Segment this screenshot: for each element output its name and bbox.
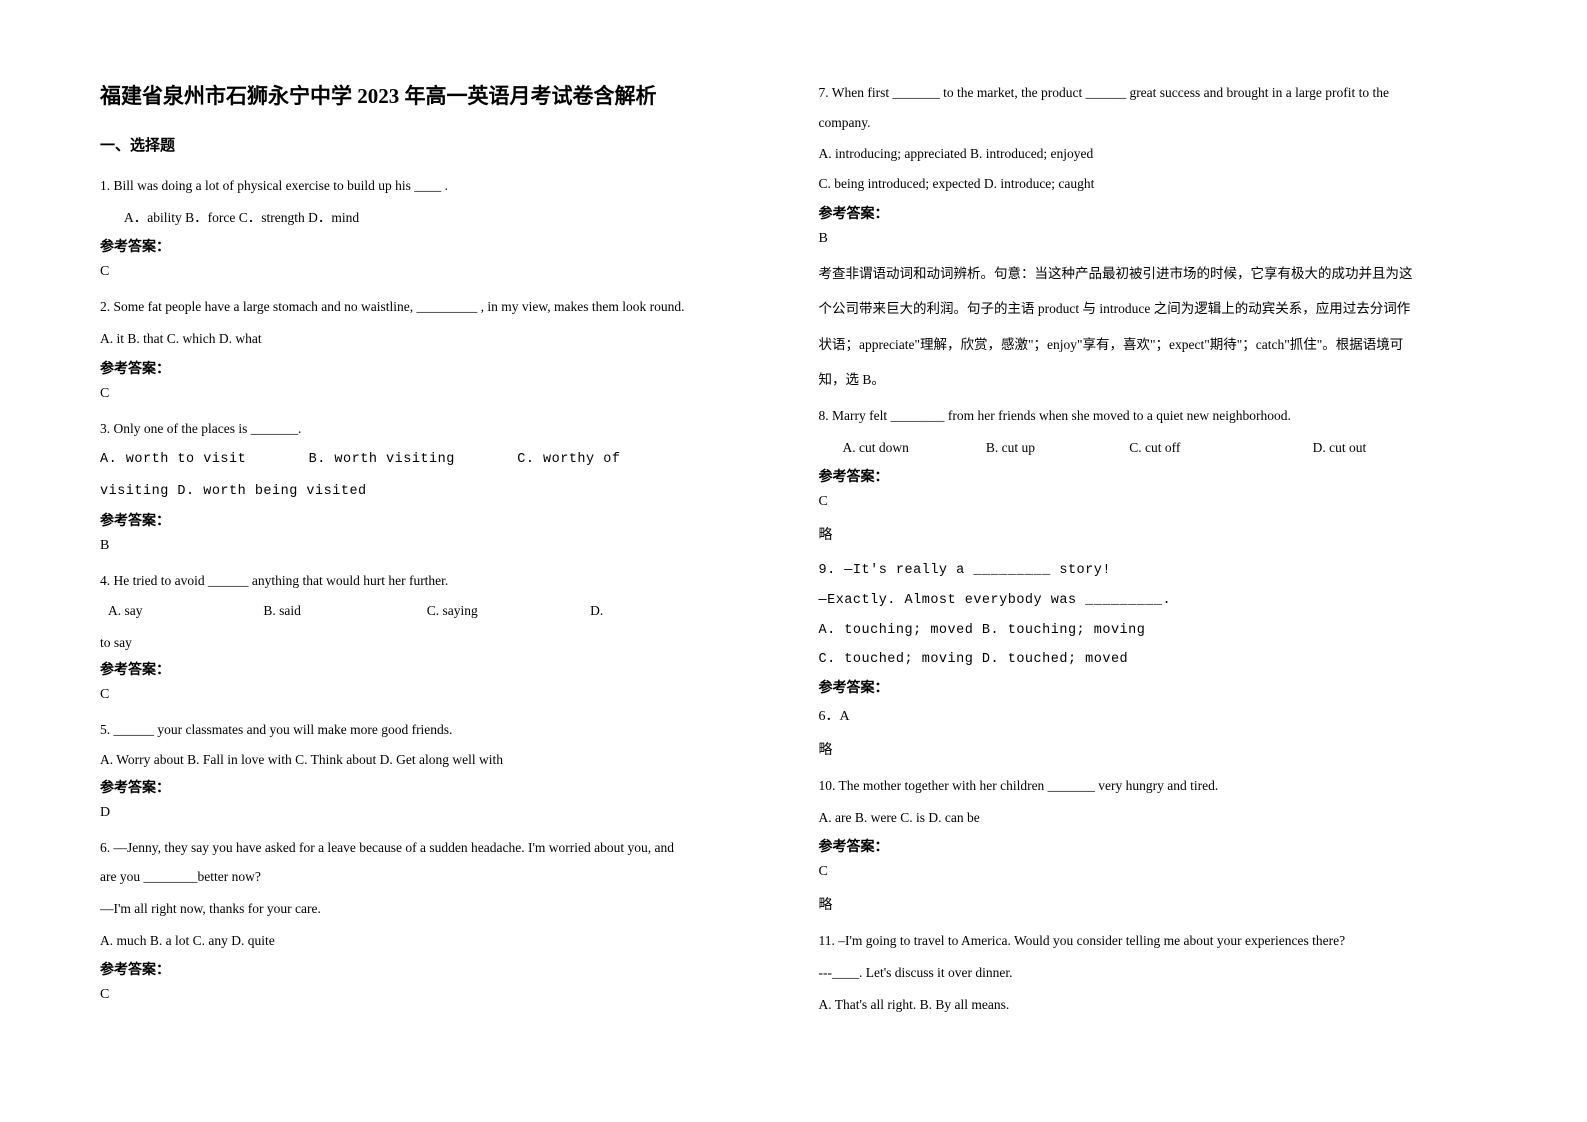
q3-answer: B	[100, 538, 769, 554]
q10-answer: C	[819, 864, 1488, 880]
left-column: 福建省泉州市石狮永宁中学 2023 年高一英语月考试卷含解析 一、选择题 1. …	[100, 80, 769, 1023]
q4-stem: 4. He tried to avoid ______ anything tha…	[100, 568, 769, 594]
q9-omit: 略	[819, 739, 1488, 759]
q5-stem: 5. ______ your classmates and you will m…	[100, 717, 769, 743]
q10-omit: 略	[819, 894, 1488, 914]
q9-options2: C. touched; moving D. touched; moved	[819, 647, 1488, 673]
q8-optD: D. cut out	[1313, 435, 1367, 461]
q2-stem: 2. Some fat people have a large stomach …	[100, 294, 769, 320]
answer-label: 参考答案：	[100, 358, 769, 378]
q9-options1: A. touching; moved B. touching; moving	[819, 618, 1488, 644]
q10-stem: 10. The mother together with her childre…	[819, 773, 1488, 799]
q8-options: A. cut down B. cut up C. cut off D. cut …	[819, 435, 1488, 461]
q6-line2: are you ________better now?	[100, 864, 769, 890]
q1-options: A．ability B．force C．strength D．mind	[100, 205, 769, 231]
section-heading: 一、选择题	[100, 134, 769, 155]
q3-options-line2: visiting D. worth being visited	[100, 479, 769, 505]
q3-options-line1: A. worth to visit B. worth visiting C. w…	[100, 447, 769, 473]
q6-answer: C	[100, 987, 769, 1003]
q4-options-line2: to say	[100, 630, 769, 656]
q10-options: A. are B. were C. is D. can be	[819, 805, 1488, 831]
doc-title: 福建省泉州市石狮永宁中学 2023 年高一英语月考试卷含解析	[100, 80, 769, 110]
q7-options2: C. being introduced; expected D. introdu…	[819, 171, 1488, 197]
answer-label: 参考答案：	[819, 466, 1488, 486]
q3-optC: C. worthy of	[517, 452, 620, 467]
answer-label: 参考答案：	[100, 510, 769, 530]
q8-answer: C	[819, 494, 1488, 510]
q4-optB: B. said	[263, 598, 423, 624]
q4-answer: C	[100, 687, 769, 703]
q7-expl3: 状语；appreciate"理解，欣赏，感激"；enjoy"享有，喜欢"；exp…	[819, 332, 1488, 358]
q2-answer: C	[100, 386, 769, 402]
q8-optA: A. cut down	[843, 435, 983, 461]
q7-answer: B	[819, 231, 1488, 247]
q11-line2: ---____. Let's discuss it over dinner.	[819, 960, 1488, 986]
q8-optC: C. cut off	[1129, 435, 1309, 461]
q7-expl1: 考查非谓语动词和动词辨析。句意：当这种产品最初被引进市场的时候，它享有极大的成功…	[819, 261, 1488, 287]
q8-optB: B. cut up	[986, 435, 1126, 461]
q1-stem: 1. Bill was doing a lot of physical exer…	[100, 173, 769, 199]
answer-label: 参考答案：	[100, 959, 769, 979]
q5-options: A. Worry about B. Fall in love with C. T…	[100, 747, 769, 773]
q9-line1: 9. —It's really a _________ story!	[819, 558, 1488, 584]
q6-line1: 6. —Jenny, they say you have asked for a…	[100, 835, 769, 861]
q5-answer: D	[100, 805, 769, 821]
q3-optA: A. worth to visit	[100, 447, 300, 473]
answer-label: 参考答案：	[819, 836, 1488, 856]
q4-options: A. say B. said C. saying D.	[100, 598, 769, 624]
answer-label: 参考答案：	[100, 659, 769, 679]
q9-answer: 6．A	[819, 705, 1488, 725]
q6-options: A. much B. a lot C. any D. quite	[100, 928, 769, 954]
q4-optD: D.	[590, 598, 603, 624]
q7-expl2: 个公司带来巨大的利润。句子的主语 product 与 introduce 之间为…	[819, 296, 1488, 322]
q11-line1: 11. –I'm going to travel to America. Wou…	[819, 928, 1488, 954]
q3-stem: 3. Only one of the places is _______.	[100, 416, 769, 442]
q7-options1: A. introducing; appreciated B. introduce…	[819, 141, 1488, 167]
q8-stem: 8. Marry felt ________ from her friends …	[819, 403, 1488, 429]
q4-optC: C. saying	[427, 598, 587, 624]
q7-line1: 7. When first _______ to the market, the…	[819, 80, 1488, 106]
q4-optA: A. say	[100, 598, 260, 624]
q1-answer: C	[100, 264, 769, 280]
answer-label: 参考答案：	[100, 777, 769, 797]
q11-options: A. That's all right. B. By all means.	[819, 992, 1488, 1018]
answer-label: 参考答案：	[100, 236, 769, 256]
q7-line2: company.	[819, 110, 1488, 136]
answer-label: 参考答案：	[819, 203, 1488, 223]
q6-line3: —I'm all right now, thanks for your care…	[100, 896, 769, 922]
q7-expl4: 知，选 B。	[819, 367, 1488, 393]
right-column: 7. When first _______ to the market, the…	[819, 80, 1488, 1023]
q8-omit: 略	[819, 524, 1488, 544]
q9-line2: —Exactly. Almost everybody was _________…	[819, 588, 1488, 614]
q2-options: A. it B. that C. which D. what	[100, 326, 769, 352]
q3-optB: B. worth visiting	[309, 447, 509, 473]
answer-label: 参考答案：	[819, 677, 1488, 697]
